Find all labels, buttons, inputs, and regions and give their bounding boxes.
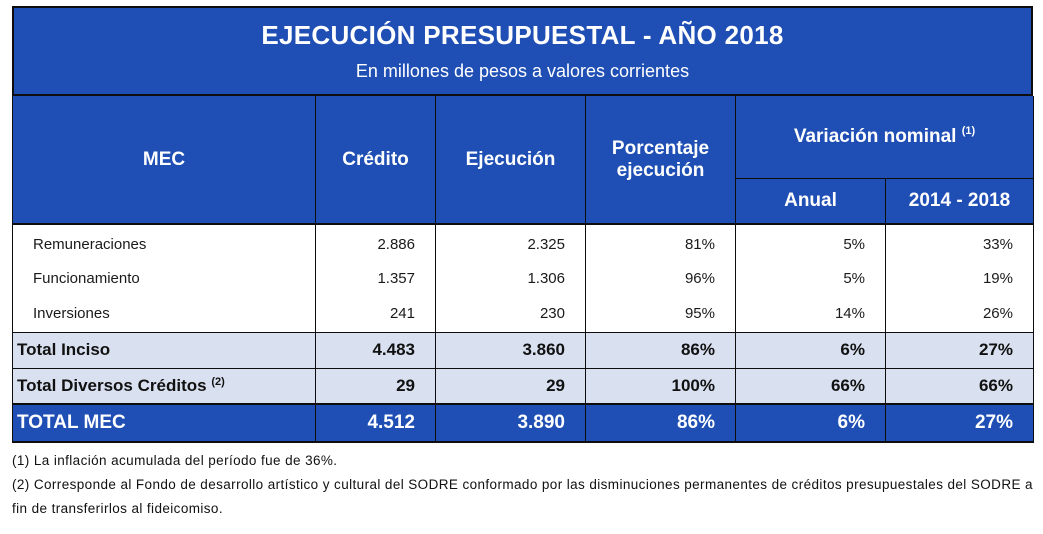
title-block: EJECUCIÓN PRESUPUESTAL - AÑO 2018 En mil… (12, 6, 1033, 96)
cell-porcentaje: 96% (585, 260, 736, 296)
cell-periodo: 19% (885, 260, 1034, 296)
porcentaje-line1: Porcentaje (611, 137, 710, 159)
variacion-label: Variación nominal (793, 126, 957, 148)
table-row: Remuneraciones 2.886 2.325 81% 5% 33% (12, 224, 1034, 260)
total-inciso-row: Total Inciso 4.483 3.860 86% 6% 27% (12, 331, 1034, 368)
footnote-1: (1) La inflación acumulada del período f… (12, 453, 338, 468)
page-title: EJECUCIÓN PRESUPUESTAL - AÑO 2018 (261, 20, 784, 50)
diversos-footnote-ref: (2) (211, 375, 225, 388)
cell-periodo: 27% (885, 403, 1034, 443)
col-header-credito: Crédito (315, 96, 436, 225)
cell-anual: 6% (735, 403, 886, 443)
cell-periodo: 26% (885, 296, 1034, 332)
header-row-top: MEC Crédito Ejecución Porcentaje ejecuci… (12, 96, 1034, 225)
col-header-porcentaje: Porcentaje ejecución (585, 96, 736, 225)
total-mec-row: TOTAL MEC 4.512 3.890 86% 6% 27% (12, 403, 1034, 443)
row-label-cell: Total Diversos Créditos (2) (12, 367, 316, 404)
budget-table: MEC Crédito Ejecución Porcentaje ejecuci… (12, 96, 1034, 443)
row-label: Funcionamiento (12, 260, 316, 296)
cell-ejecucion: 2.325 (435, 224, 586, 260)
row-label: Inversiones (12, 296, 316, 332)
row-label: Total Inciso (12, 331, 316, 368)
cell-periodo: 66% (885, 367, 1034, 404)
cell-periodo: 27% (885, 331, 1034, 368)
variacion-footnote-ref: (1) (961, 125, 976, 138)
porcentaje-line2: ejecución (616, 159, 705, 181)
col-header-ejecucion: Ejecución (435, 96, 586, 225)
page-subtitle: En millones de pesos a valores corriente… (355, 61, 690, 81)
cell-porcentaje: 86% (585, 331, 736, 368)
cell-porcentaje: 95% (585, 296, 736, 332)
col-header-mec: MEC (12, 96, 316, 225)
cell-anual: 66% (735, 367, 886, 404)
cell-credito: 4.483 (315, 331, 436, 368)
table-row: Inversiones 241 230 95% 14% 26% (12, 296, 1034, 332)
cell-porcentaje: 81% (585, 224, 736, 260)
cell-anual: 14% (735, 296, 886, 332)
total-diversos-row: Total Diversos Créditos (2) 29 29 100% 6… (12, 367, 1034, 404)
footnotes: (1) La inflación acumulada del período f… (12, 449, 1033, 521)
cell-anual: 5% (735, 260, 886, 296)
cell-credito: 241 (315, 296, 436, 332)
footnote-2: (2) Corresponde al Fondo de desarrollo a… (12, 477, 1033, 516)
col-header-periodo: 2014 - 2018 (885, 177, 1034, 225)
cell-credito: 4.512 (315, 403, 436, 443)
col-header-variacion: Variación nominal (1) (735, 96, 1034, 178)
cell-credito: 29 (315, 367, 436, 404)
row-label: TOTAL MEC (12, 403, 316, 443)
cell-ejecucion: 3.890 (435, 403, 586, 443)
row-label: Remuneraciones (12, 224, 316, 260)
row-label: Total Diversos Créditos (17, 375, 207, 395)
cell-periodo: 33% (885, 224, 1034, 260)
cell-anual: 6% (735, 331, 886, 368)
table-row: Funcionamiento 1.357 1.306 96% 5% 19% (12, 260, 1034, 296)
cell-ejecucion: 230 (435, 296, 586, 332)
cell-credito: 2.886 (315, 224, 436, 260)
cell-anual: 5% (735, 224, 886, 260)
cell-ejecucion: 29 (435, 367, 586, 404)
cell-ejecucion: 3.860 (435, 331, 586, 368)
header-row-bottom: Anual 2014 - 2018 (13, 177, 1034, 225)
cell-credito: 1.357 (315, 260, 436, 296)
cell-ejecucion: 1.306 (435, 260, 586, 296)
cell-porcentaje: 86% (585, 403, 736, 443)
budget-sheet: EJECUCIÓN PRESUPUESTAL - AÑO 2018 En mil… (12, 6, 1034, 521)
cell-porcentaje: 100% (585, 367, 736, 404)
col-header-anual: Anual (735, 177, 886, 225)
